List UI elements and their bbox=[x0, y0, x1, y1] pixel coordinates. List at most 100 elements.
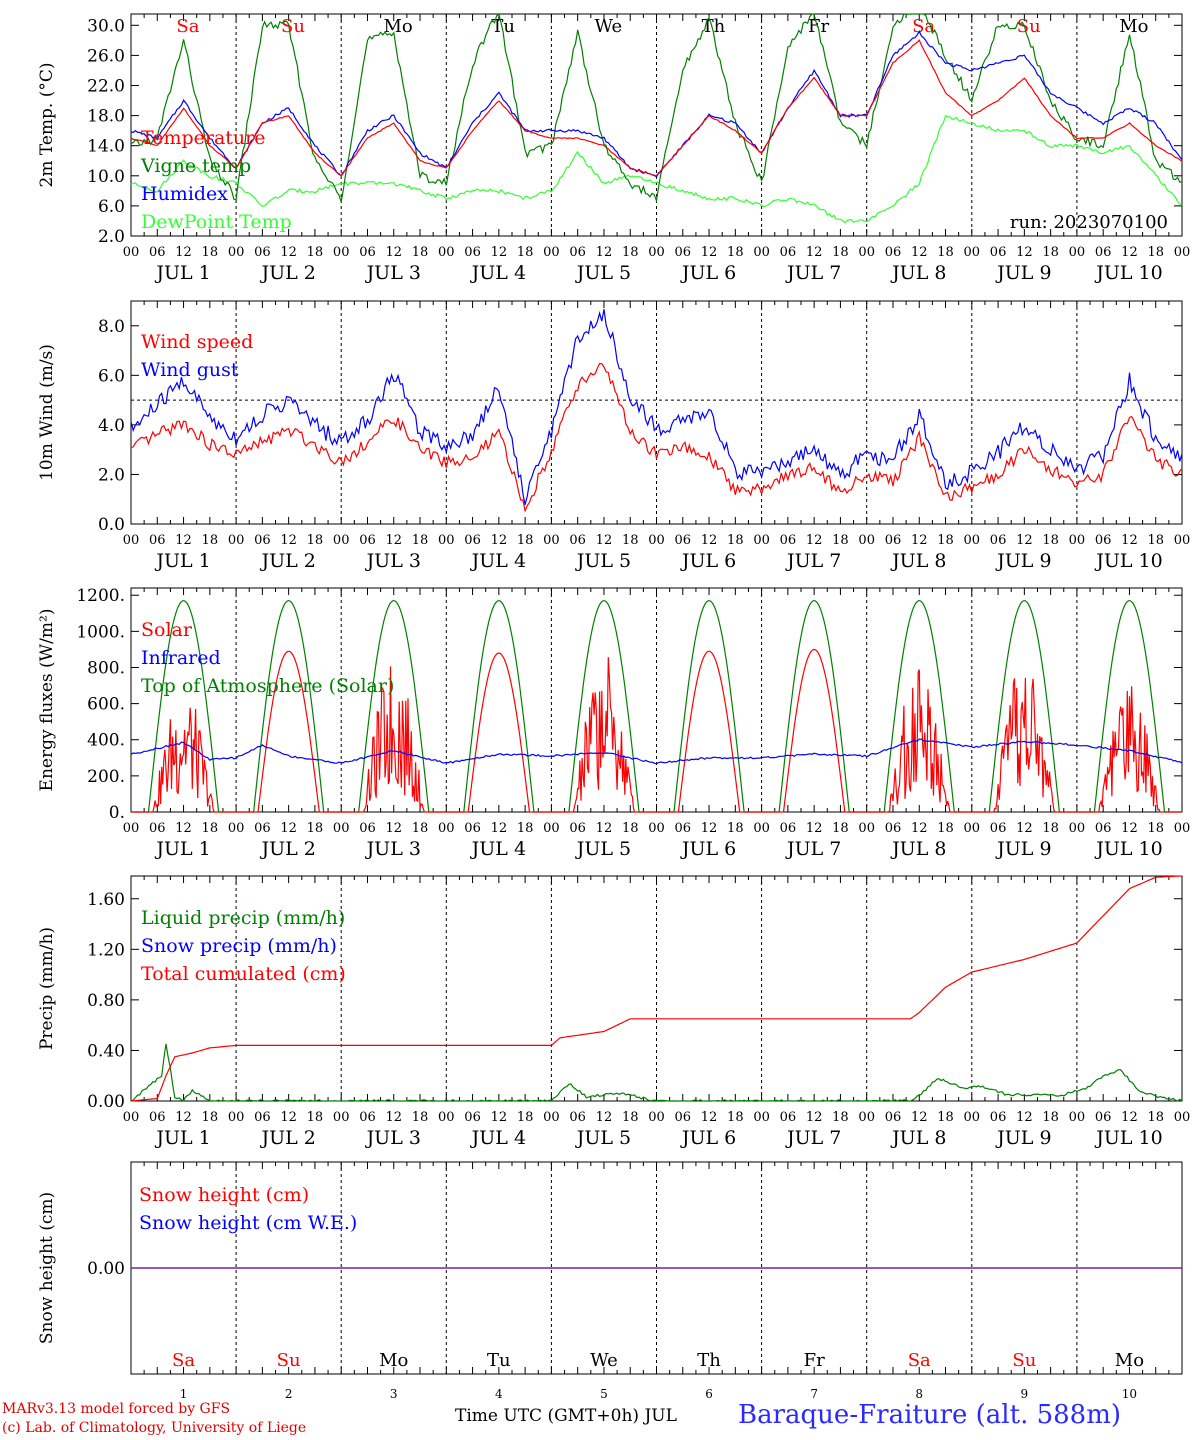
plot-frame bbox=[130, 300, 1183, 525]
weekday-label: Th bbox=[702, 16, 726, 37]
hour-label: 12 bbox=[1121, 1110, 1138, 1125]
hour-label: 18 bbox=[937, 1110, 954, 1125]
hour-label: 18 bbox=[202, 245, 219, 260]
hour-label: 00 bbox=[964, 245, 981, 260]
weekday-label: Sa bbox=[908, 1350, 931, 1371]
hour-label: 12 bbox=[1016, 533, 1033, 548]
hour-label: 12 bbox=[280, 533, 297, 548]
y-tick-label: 18.0 bbox=[87, 107, 125, 127]
hour-label: 00 bbox=[648, 1110, 665, 1125]
hour-label: 12 bbox=[911, 533, 928, 548]
y-axis-label: Precip (mm/h) bbox=[37, 927, 57, 1050]
hour-label: 00 bbox=[228, 821, 245, 836]
hour-label: 06 bbox=[464, 533, 481, 548]
hour-label: 00 bbox=[964, 533, 981, 548]
hour-label: 06 bbox=[569, 1110, 586, 1125]
hour-label: 12 bbox=[701, 821, 718, 836]
hour-label: 18 bbox=[307, 1110, 324, 1125]
y-axis-label: Energy fluxes (W/m²) bbox=[37, 609, 57, 792]
hour-label: 00 bbox=[1069, 533, 1086, 548]
hour-label: 12 bbox=[701, 533, 718, 548]
wind-gust-line bbox=[130, 309, 1183, 505]
weekday-label: Sa bbox=[912, 16, 935, 37]
hour-label: 12 bbox=[911, 821, 928, 836]
day-number: 2 bbox=[285, 1387, 293, 1401]
hour-label: 06 bbox=[780, 533, 797, 548]
date-label: JUL 5 bbox=[575, 1127, 631, 1149]
date-label: JUL 8 bbox=[890, 1127, 946, 1149]
hour-label: 18 bbox=[1147, 245, 1164, 260]
hour-label: 06 bbox=[990, 1110, 1007, 1125]
hour-label: 18 bbox=[1147, 821, 1164, 836]
date-label: JUL 9 bbox=[995, 262, 1051, 284]
hour-label: 18 bbox=[727, 245, 744, 260]
hour-label: 00 bbox=[543, 1110, 560, 1125]
hour-label: 12 bbox=[1016, 245, 1033, 260]
legend-liquid-precip-mm-h: Liquid precip (mm/h) bbox=[141, 907, 345, 929]
infrared-line bbox=[130, 738, 1183, 765]
legend-humidex: Humidex bbox=[141, 183, 228, 205]
y-tick-label: 0.80 bbox=[87, 991, 125, 1011]
hour-label: 06 bbox=[149, 533, 166, 548]
hour-label: 06 bbox=[1095, 821, 1112, 836]
hour-label: 06 bbox=[149, 1110, 166, 1125]
date-label: JUL 9 bbox=[995, 1127, 1051, 1149]
hour-label: 18 bbox=[1042, 245, 1059, 260]
hour-label: 18 bbox=[1147, 533, 1164, 548]
hour-label: 00 bbox=[1174, 245, 1191, 260]
hour-label: 12 bbox=[701, 245, 718, 260]
day-number: 7 bbox=[810, 1387, 818, 1401]
legend-solar: Solar bbox=[141, 619, 193, 641]
hour-label: 06 bbox=[359, 533, 376, 548]
date-label: JUL 4 bbox=[470, 550, 526, 572]
hour-label: 00 bbox=[1069, 821, 1086, 836]
weekday-label: Tu bbox=[487, 1350, 511, 1371]
date-label: JUL 7 bbox=[785, 262, 841, 284]
hour-label: 06 bbox=[990, 245, 1007, 260]
hour-label: 12 bbox=[1121, 533, 1138, 548]
hour-label: 00 bbox=[438, 533, 455, 548]
hour-label: 12 bbox=[701, 1110, 718, 1125]
hour-label: 00 bbox=[753, 821, 770, 836]
date-label: JUL 7 bbox=[785, 838, 841, 860]
hour-label: 00 bbox=[123, 245, 140, 260]
hour-label: 00 bbox=[543, 821, 560, 836]
date-label: JUL 1 bbox=[154, 838, 210, 860]
hour-label: 00 bbox=[228, 533, 245, 548]
hour-label: 06 bbox=[990, 821, 1007, 836]
legend-wind-speed: Wind speed bbox=[141, 331, 253, 353]
hour-label: 18 bbox=[937, 245, 954, 260]
hour-label: 12 bbox=[1121, 821, 1138, 836]
hour-label: 06 bbox=[464, 821, 481, 836]
date-label: JUL 8 bbox=[890, 262, 946, 284]
date-label: JUL 7 bbox=[785, 1127, 841, 1149]
hour-label: 06 bbox=[780, 245, 797, 260]
hour-label: 06 bbox=[675, 821, 692, 836]
date-label: JUL 5 bbox=[575, 262, 631, 284]
y-tick-label: 2.0 bbox=[98, 227, 125, 247]
hour-label: 06 bbox=[254, 1110, 271, 1125]
hour-label: 12 bbox=[175, 1110, 192, 1125]
hour-label: 18 bbox=[937, 821, 954, 836]
hour-label: 00 bbox=[1174, 533, 1191, 548]
weekday-label: We bbox=[590, 1350, 618, 1371]
weekday-label: Su bbox=[1012, 1350, 1036, 1371]
hour-label: 12 bbox=[806, 533, 823, 548]
y-axis-label: 10m Wind (m/s) bbox=[37, 344, 57, 481]
hour-label: 06 bbox=[1095, 533, 1112, 548]
day-number: 6 bbox=[705, 1387, 713, 1401]
panel-3: 0. 200. 400. 600. 800. 1000. 1200. Energy fluxe… bbox=[37, 586, 1190, 860]
legend-snow-height-cm-w-e: Snow height (cm W.E.) bbox=[139, 1212, 357, 1234]
hour-label: 06 bbox=[464, 245, 481, 260]
hour-label: 18 bbox=[1042, 533, 1059, 548]
hour-label: 00 bbox=[858, 533, 875, 548]
panel-1: 2.0 6.0 10.0 14.0 18.0 22.0 26.0 30.0 2m Temp. (… bbox=[37, 13, 1191, 284]
date-label: JUL 8 bbox=[890, 838, 946, 860]
date-label: JUL 5 bbox=[575, 550, 631, 572]
date-label: JUL 2 bbox=[259, 838, 315, 860]
y-tick-label: 0. bbox=[109, 803, 125, 823]
date-label: JUL 3 bbox=[365, 838, 421, 860]
hour-label: 00 bbox=[648, 533, 665, 548]
date-label: JUL 3 bbox=[365, 550, 421, 572]
